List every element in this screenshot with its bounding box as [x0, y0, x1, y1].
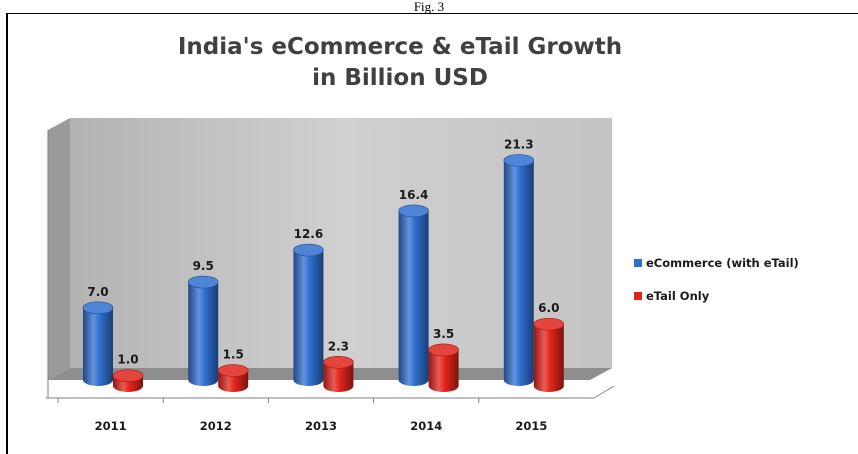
bar-etail	[112, 369, 144, 392]
bar-etail	[428, 343, 459, 392]
x-tick-label: 2011	[95, 419, 127, 433]
bar-etail	[323, 355, 354, 392]
bar-ecommerce	[398, 204, 429, 386]
frame-left-border	[6, 13, 8, 454]
x-axis-depth-line	[593, 385, 615, 399]
data-label: 21.3	[504, 137, 534, 151]
frame-top-border	[6, 13, 858, 14]
chart-title-line-2: in Billion USD	[312, 65, 488, 91]
data-label: 16.4	[399, 188, 429, 202]
data-label: 12.6	[294, 227, 324, 241]
legend-item-ecommerce: eCommerce (with eTail)	[634, 256, 799, 270]
legend-swatch-etail	[634, 292, 642, 300]
side-wall	[48, 118, 70, 380]
chart-legend: eCommerce (with eTail) eTail Only	[634, 256, 799, 322]
bar-etail	[533, 317, 565, 392]
data-label: 1.0	[117, 353, 138, 367]
x-tick-label: 2013	[305, 419, 337, 433]
bar-ecommerce	[187, 275, 219, 386]
legend-swatch-ecommerce	[634, 259, 642, 267]
data-label: 7.0	[87, 285, 108, 299]
legend-item-etail: eTail Only	[634, 289, 799, 303]
bar-etail	[217, 364, 249, 392]
bar-ecommerce	[293, 243, 324, 386]
bar-ecommerce	[503, 154, 535, 386]
chart-title-line-1: India's eCommerce & eTail Growth	[177, 34, 623, 60]
legend-label-ecommerce: eCommerce (with eTail)	[646, 256, 799, 270]
legend-label-etail: eTail Only	[646, 289, 710, 303]
chart-title: India's eCommerce & eTail Growth in Bill…	[120, 32, 680, 94]
bar-ecommerce	[82, 301, 114, 386]
x-tick-label: 2014	[410, 419, 442, 433]
data-label: 2.3	[328, 339, 349, 353]
figure-caption: Fig. 3	[413, 0, 445, 14]
data-label: 3.5	[433, 327, 454, 341]
x-tick-label: 2012	[200, 419, 232, 433]
data-label: 6.0	[538, 301, 559, 315]
x-tick-label: 2015	[515, 419, 547, 433]
data-label: 1.5	[223, 348, 244, 362]
data-label: 9.5	[193, 259, 214, 273]
